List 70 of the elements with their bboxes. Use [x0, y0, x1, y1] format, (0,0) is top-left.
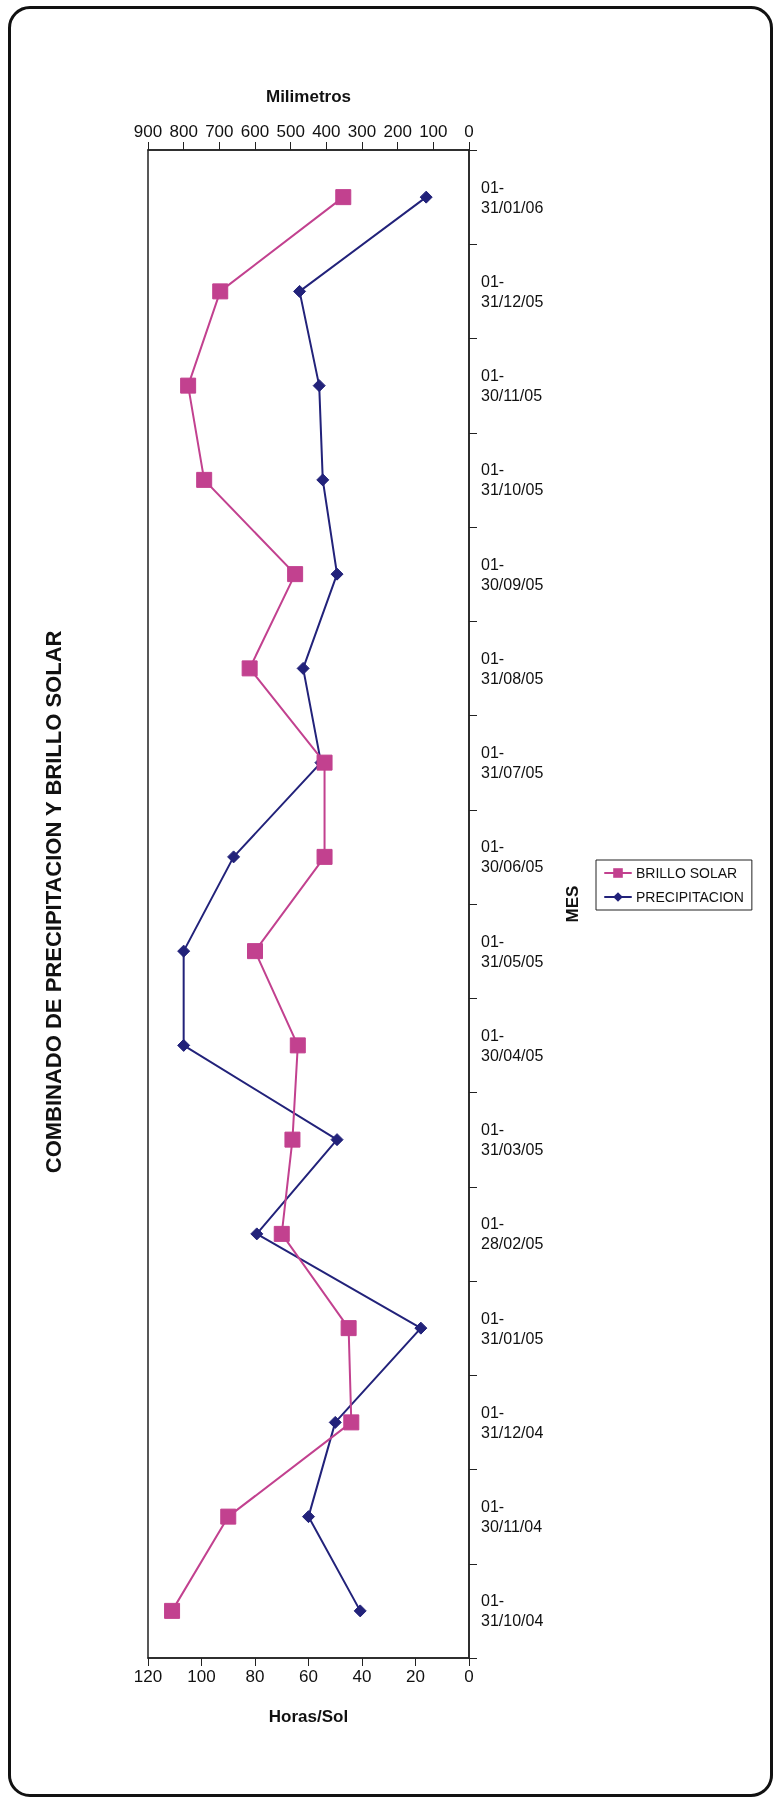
y-tick-label: 01-30/09/05 — [481, 555, 544, 593]
y-tick-label: 01-31/10/04 — [481, 1592, 544, 1630]
point — [312, 379, 326, 393]
point — [293, 284, 307, 298]
point — [316, 754, 333, 771]
point — [247, 943, 263, 960]
y-tick-label: 01-31/03/05 — [481, 1121, 544, 1159]
point — [340, 1320, 357, 1337]
point — [316, 473, 330, 487]
x2-tick-label: 400 — [312, 122, 341, 141]
y-tick-label: 01-31/01/06 — [481, 178, 544, 216]
y-tick-label: 01-30/11/05 — [481, 367, 543, 405]
legend-label: PRECIPITACION — [636, 889, 744, 905]
x2-tick-label: 300 — [347, 122, 377, 141]
x2-tick-label: 900 — [133, 122, 163, 141]
y-tick-label: 01-31/12/05 — [481, 272, 544, 310]
point — [273, 1225, 290, 1242]
x2-tick-label: 500 — [276, 122, 305, 141]
legend-label: BRILLO SOLAR — [636, 865, 738, 881]
point — [419, 190, 433, 204]
point — [177, 944, 191, 958]
point — [302, 1510, 315, 1524]
point — [212, 283, 229, 300]
point — [284, 1131, 301, 1148]
x-tick-label: 40 — [352, 1667, 372, 1686]
y-tick-label: 01-31/05/05 — [481, 932, 544, 970]
y-tick-label: 01-31/08/05 — [481, 649, 544, 687]
x-tick-label: 60 — [299, 1667, 318, 1686]
point — [343, 1414, 360, 1431]
x2-tick-label: 600 — [240, 122, 270, 141]
y-tick-label: 01-31/10/05 — [481, 461, 544, 499]
point — [316, 848, 333, 865]
x2-tick-label: 200 — [383, 122, 412, 141]
text: COMBINADO DE PRECIPITACION Y BRILLO SOLAR — [40, 630, 66, 1174]
point — [287, 566, 304, 583]
x2-axis-title: Milimetros — [265, 87, 352, 106]
y-axis-title: MES — [563, 885, 582, 923]
point — [353, 1604, 367, 1618]
y-tick-label: 01-30/04/05 — [481, 1026, 544, 1064]
point — [180, 377, 197, 394]
x2-tick-label: 700 — [205, 122, 234, 141]
y-tick-label: 01-30/11/04 — [481, 1498, 543, 1536]
point — [177, 1038, 191, 1052]
point — [335, 189, 352, 206]
point — [227, 850, 241, 864]
point — [414, 1321, 428, 1335]
x-axis-title: Horas/Sol — [268, 1707, 349, 1726]
x-tick-label: 100 — [187, 1667, 216, 1686]
y-tick-label: 01-28/02/05 — [481, 1215, 544, 1253]
point — [241, 660, 258, 677]
point — [330, 1133, 344, 1147]
y-tick-label: 01-31/12/04 — [481, 1403, 544, 1441]
point — [328, 1415, 342, 1429]
x-tick-label: 20 — [406, 1667, 425, 1686]
x-tick-label: 120 — [133, 1667, 163, 1686]
point — [296, 661, 310, 675]
point — [330, 567, 344, 581]
point — [289, 1037, 306, 1054]
x2-tick-label: 800 — [169, 122, 198, 141]
point — [164, 1602, 181, 1619]
point — [220, 1508, 237, 1525]
x2-tick-label: 0 — [464, 122, 474, 141]
y-tick-label: 01-30/06/05 — [481, 838, 544, 876]
y-tick-label: 01-31/01/05 — [481, 1309, 544, 1347]
y-tick-label: 01-31/07/05 — [481, 744, 544, 782]
x-tick-label: 80 — [245, 1667, 265, 1686]
point — [250, 1227, 264, 1241]
x-tick-label: 0 — [464, 1667, 474, 1686]
point — [196, 471, 213, 488]
x2-tick-label: 100 — [419, 122, 448, 141]
